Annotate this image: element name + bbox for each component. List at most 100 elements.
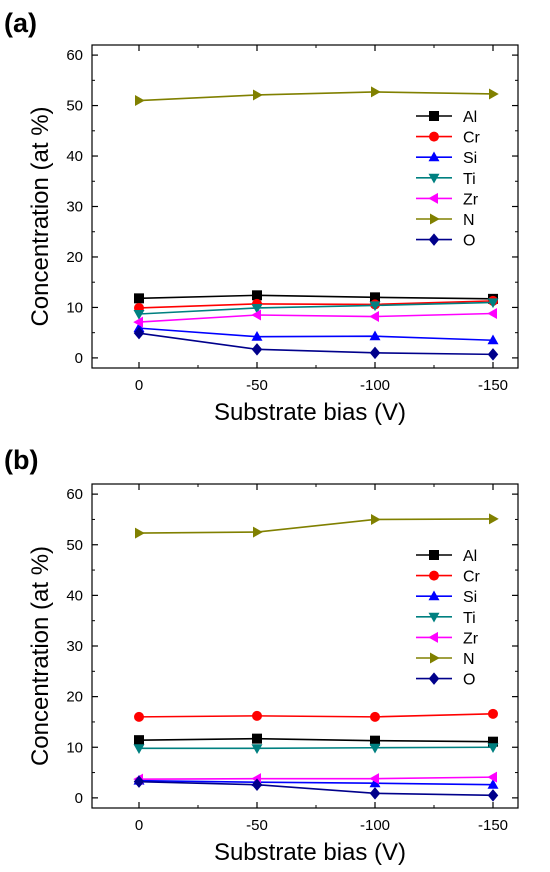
- data-point: [488, 708, 498, 719]
- x-tick-label: -100: [360, 817, 390, 834]
- data-point: [371, 513, 381, 525]
- legend-marker: [430, 213, 440, 225]
- legend-entry-al: Al: [416, 548, 477, 565]
- x-tick-label: -150: [478, 377, 508, 394]
- legend-entry-ti: Ti: [416, 610, 476, 627]
- legend-entry-si: Si: [416, 150, 477, 167]
- data-point: [251, 778, 263, 791]
- x-axis-label: Substrate bias (V): [214, 399, 406, 426]
- legend-marker: [428, 151, 440, 162]
- legend-entry-ti: Ti: [416, 171, 476, 188]
- series-si: [133, 322, 499, 345]
- legend-label: O: [463, 233, 475, 250]
- legend-entry-al: Al: [416, 109, 477, 126]
- x-axis-label: Substrate bias (V): [214, 839, 406, 866]
- series-line: [138, 713, 494, 718]
- y-tick-label: 40: [66, 587, 83, 604]
- legend-marker: [428, 612, 440, 623]
- series-line: [138, 779, 494, 786]
- legend-entry-o: O: [416, 233, 475, 250]
- y-tick-label: 40: [66, 148, 83, 165]
- series-line: [138, 91, 494, 102]
- data-point: [370, 711, 380, 722]
- series-ti: [133, 743, 499, 755]
- legend-label: Si: [463, 589, 477, 606]
- data-point: [369, 743, 381, 754]
- y-axis-label: Concentration (at %): [27, 106, 54, 326]
- data-point: [251, 744, 263, 755]
- y-axis-label: Concentration (at %): [27, 546, 54, 766]
- data-point: [489, 513, 499, 525]
- y-tick-label: 50: [66, 537, 83, 554]
- y-tick-label: 0: [75, 350, 83, 367]
- legend-label: N: [463, 212, 475, 229]
- legend-label: Al: [463, 548, 477, 565]
- legend-entry-zr: Zr: [416, 630, 479, 647]
- legend-entry-n: N: [416, 651, 475, 668]
- legend-label: Cr: [463, 569, 481, 586]
- data-point: [251, 303, 263, 314]
- legend-label: Ti: [463, 610, 476, 627]
- legend-entry-cr: Cr: [416, 569, 481, 586]
- series-o: [133, 326, 499, 361]
- data-point: [251, 309, 261, 321]
- legend-marker: [429, 131, 439, 142]
- series-n: [135, 513, 499, 539]
- data-point: [251, 330, 263, 341]
- x-tick-label: -50: [246, 377, 268, 394]
- legend-entry-zr: Zr: [416, 191, 479, 208]
- legend-marker: [430, 652, 440, 664]
- legend-marker: [429, 111, 439, 121]
- data-point: [369, 787, 381, 800]
- y-tick-label: 20: [66, 689, 83, 706]
- legend-marker: [428, 631, 438, 643]
- data-point: [252, 710, 262, 721]
- data-point: [370, 735, 380, 746]
- series-line: [138, 776, 494, 780]
- data-point: [487, 778, 499, 789]
- data-point: [487, 348, 499, 361]
- legend-entry-n: N: [416, 212, 475, 229]
- data-point: [487, 334, 499, 345]
- data-point: [252, 290, 262, 301]
- series-line: [138, 327, 494, 342]
- data-point: [487, 307, 497, 319]
- chart-panel-b: (b) 0 10 20 30 40 50 60 0 -50 -100 -150 Substrate bi…: [4, 445, 519, 866]
- data-point: [489, 88, 499, 100]
- data-point: [133, 775, 145, 788]
- legend-entry-cr: Cr: [416, 130, 481, 147]
- series-line: [138, 780, 494, 797]
- series-line: [138, 300, 494, 309]
- series-o: [133, 775, 499, 802]
- x-tick-label: -100: [360, 377, 390, 394]
- series-line: [139, 746, 494, 750]
- data-point: [369, 301, 381, 312]
- series-line: [138, 737, 494, 743]
- data-point: [370, 292, 380, 303]
- legend-marker: [428, 173, 440, 184]
- legend-entry-o: O: [416, 672, 475, 689]
- y-tick-label: 0: [75, 790, 83, 807]
- data-point: [134, 711, 144, 722]
- data-point: [251, 343, 263, 356]
- y-tick-label: 60: [66, 486, 83, 503]
- data-point: [133, 309, 145, 320]
- x-tick-label: -150: [478, 817, 508, 834]
- y-tick-label: 30: [66, 199, 83, 216]
- data-point: [371, 86, 381, 98]
- data-point: [133, 316, 143, 328]
- data-point: [487, 743, 499, 753]
- y-tick-label: 60: [66, 47, 83, 64]
- legend-marker: [428, 672, 440, 685]
- y-tick-label: 30: [66, 638, 83, 655]
- series-line: [138, 301, 494, 315]
- series-al: [134, 733, 498, 747]
- series-line: [138, 294, 494, 300]
- series-line: [138, 332, 494, 356]
- data-point: [369, 773, 379, 785]
- data-point: [487, 298, 499, 309]
- data-point: [253, 526, 263, 538]
- panel-label: (b): [4, 445, 38, 475]
- x-tick-label: 0: [135, 377, 143, 394]
